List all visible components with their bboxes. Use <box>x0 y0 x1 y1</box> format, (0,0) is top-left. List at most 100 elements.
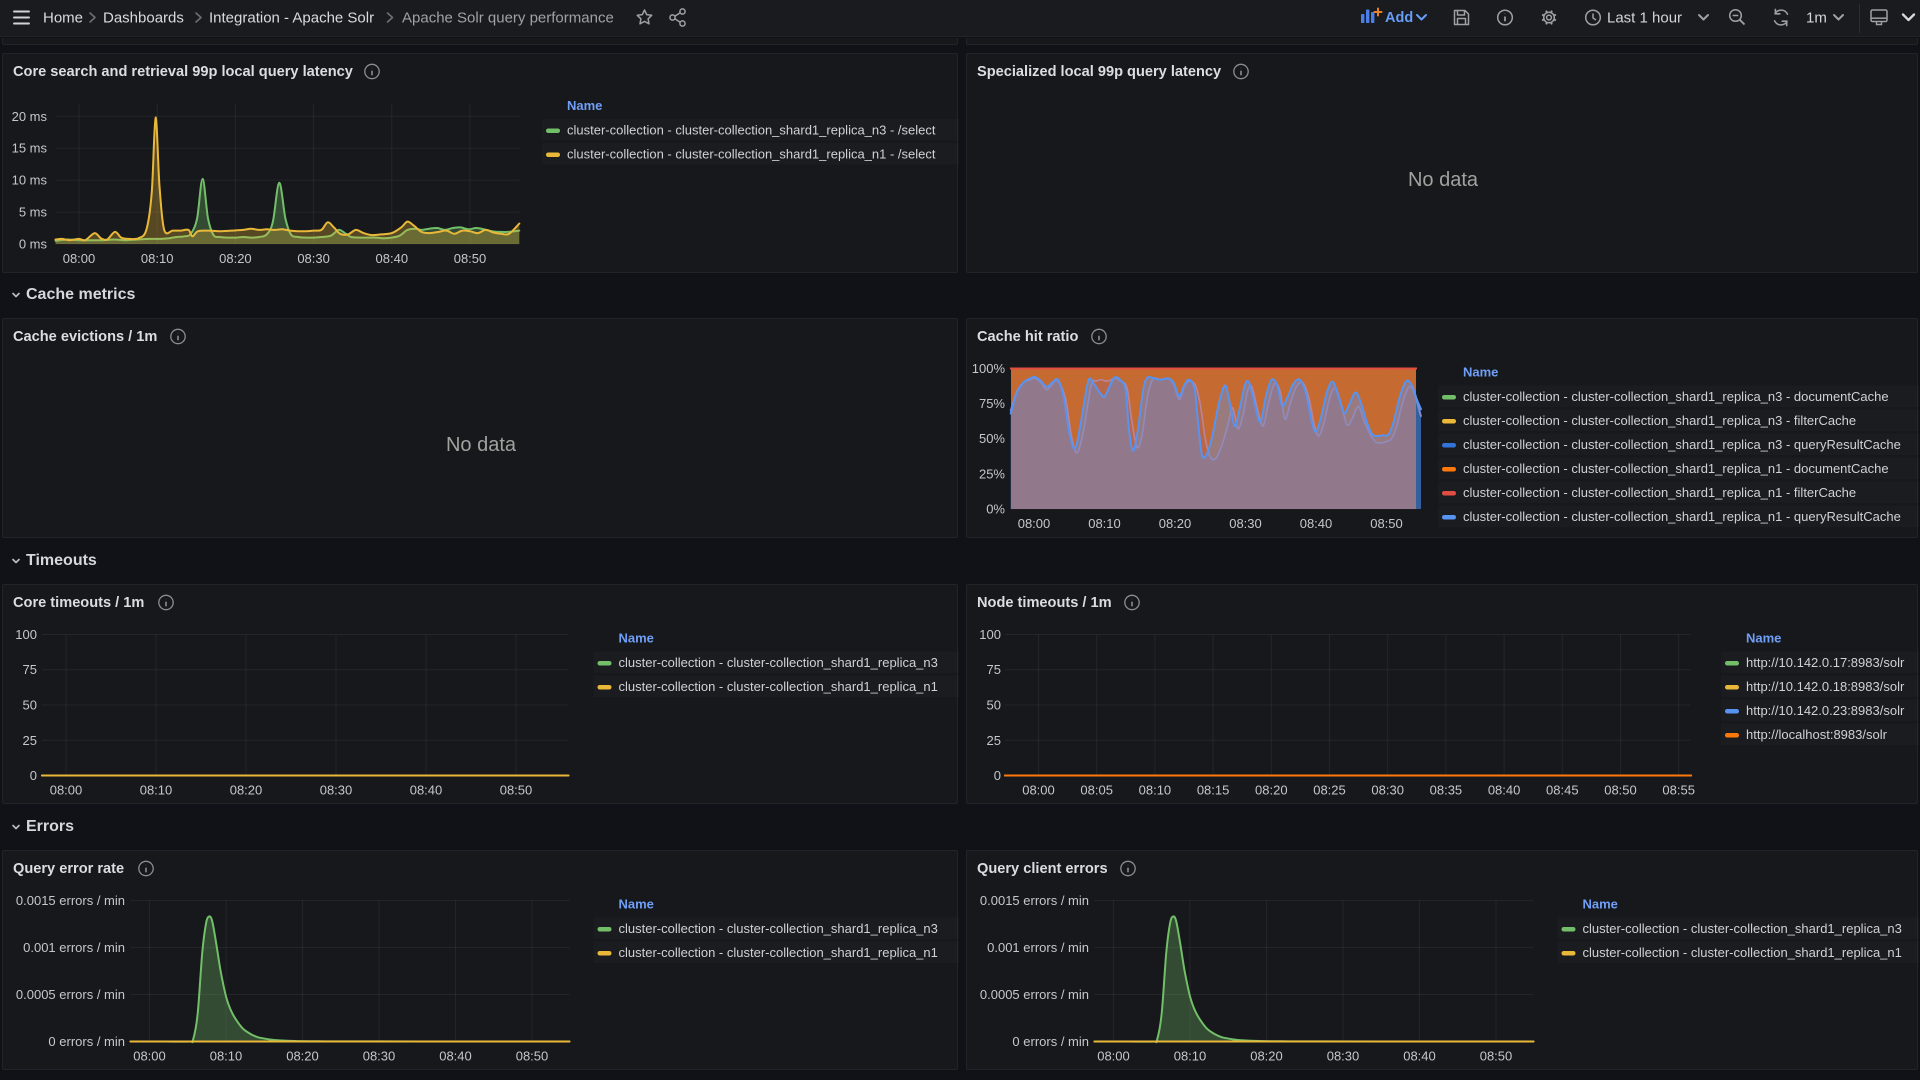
svg-text:100: 100 <box>15 627 37 642</box>
svg-text:Name: Name <box>1746 631 1781 646</box>
svg-text:Query error rate: Query error rate <box>13 861 124 877</box>
svg-text:cluster-collection - cluster-c: cluster-collection - cluster-collection_… <box>567 147 936 162</box>
svg-text:cluster-collection - cluster-c: cluster-collection - cluster-collection_… <box>1583 921 1902 936</box>
svg-text:0: 0 <box>30 768 37 783</box>
svg-text:cluster-collection - cluster-c: cluster-collection - cluster-collection_… <box>567 123 936 138</box>
svg-text:cluster-collection - cluster-c: cluster-collection - cluster-collection_… <box>1463 389 1889 404</box>
svg-text:Core search and retrieval 99p: Core search and retrieval 99p local quer… <box>13 64 354 80</box>
svg-text:08:10: 08:10 <box>140 783 173 798</box>
svg-text:0.001 errors / min: 0.001 errors / min <box>23 940 125 955</box>
svg-text:100%: 100% <box>972 361 1006 376</box>
svg-text:08:30: 08:30 <box>1371 783 1404 798</box>
svg-text:08:55: 08:55 <box>1662 783 1695 798</box>
svg-text:08:10: 08:10 <box>1088 516 1121 531</box>
svg-text:Name: Name <box>619 897 654 912</box>
svg-text:08:50: 08:50 <box>516 1049 549 1064</box>
svg-text:08:20: 08:20 <box>286 1049 319 1064</box>
svg-text:0.0005 errors / min: 0.0005 errors / min <box>980 987 1089 1002</box>
svg-text:Cache evictions / 1m: Cache evictions / 1m <box>13 329 157 345</box>
svg-text:25: 25 <box>987 733 1001 748</box>
svg-text:0: 0 <box>994 768 1001 783</box>
svg-text:08:10: 08:10 <box>210 1049 243 1064</box>
svg-text:Specialized local 99p query la: Specialized local 99p query latency <box>977 64 1222 80</box>
svg-text:10 ms: 10 ms <box>12 173 48 188</box>
svg-text:0.001 errors / min: 0.001 errors / min <box>987 940 1089 955</box>
svg-text:08:30: 08:30 <box>1327 1049 1360 1064</box>
svg-text:08:00: 08:00 <box>1097 1049 1130 1064</box>
svg-text:08:20: 08:20 <box>1159 516 1192 531</box>
svg-text:08:00: 08:00 <box>1022 783 1055 798</box>
svg-text:0 errors / min: 0 errors / min <box>48 1034 125 1049</box>
svg-text:cluster-collection - cluster-c: cluster-collection - cluster-collection_… <box>619 655 938 670</box>
svg-text:08:50: 08:50 <box>500 783 533 798</box>
svg-text:08:10: 08:10 <box>1174 1049 1207 1064</box>
svg-text:0.0015 errors / min: 0.0015 errors / min <box>16 893 125 908</box>
svg-text:5 ms: 5 ms <box>19 205 48 220</box>
svg-text:08:30: 08:30 <box>297 251 330 266</box>
svg-text:08:40: 08:40 <box>410 783 443 798</box>
svg-text:08:30: 08:30 <box>363 1049 396 1064</box>
svg-text:08:50: 08:50 <box>454 251 487 266</box>
svg-text:08:20: 08:20 <box>230 783 263 798</box>
svg-text:08:00: 08:00 <box>1018 516 1051 531</box>
svg-text:50: 50 <box>987 698 1001 713</box>
svg-text:Name: Name <box>567 98 602 113</box>
svg-text:http://10.142.0.23:8983/solr: http://10.142.0.23:8983/solr <box>1746 703 1905 718</box>
svg-text:http://10.142.0.18:8983/solr: http://10.142.0.18:8983/solr <box>1746 679 1905 694</box>
svg-text:0.0005 errors / min: 0.0005 errors / min <box>16 987 125 1002</box>
svg-text:Query client errors: Query client errors <box>977 861 1108 877</box>
svg-text:08:05: 08:05 <box>1080 783 1113 798</box>
svg-text:cluster-collection - cluster-c: cluster-collection - cluster-collection_… <box>1583 945 1902 960</box>
svg-text:08:45: 08:45 <box>1546 783 1579 798</box>
svg-text:http://10.142.0.17:8983/solr: http://10.142.0.17:8983/solr <box>1746 655 1905 670</box>
svg-text:08:20: 08:20 <box>1255 783 1288 798</box>
svg-text:50%: 50% <box>979 431 1005 446</box>
svg-text:08:00: 08:00 <box>50 783 83 798</box>
svg-text:08:10: 08:10 <box>141 251 174 266</box>
svg-text:08:00: 08:00 <box>133 1049 166 1064</box>
svg-text:08:35: 08:35 <box>1430 783 1463 798</box>
svg-text:75%: 75% <box>979 396 1005 411</box>
svg-text:Node timeouts / 1m: Node timeouts / 1m <box>977 595 1112 611</box>
svg-text:08:30: 08:30 <box>320 783 353 798</box>
svg-text:08:50: 08:50 <box>1370 516 1403 531</box>
svg-text:cluster-collection - cluster-c: cluster-collection - cluster-collection_… <box>619 921 938 936</box>
svg-text:08:30: 08:30 <box>1229 516 1262 531</box>
svg-text:15 ms: 15 ms <box>12 141 48 156</box>
svg-text:75: 75 <box>23 662 37 677</box>
svg-text:100: 100 <box>979 627 1001 642</box>
svg-text:25: 25 <box>23 733 37 748</box>
svg-text:20 ms: 20 ms <box>12 109 48 124</box>
svg-text:cluster-collection - cluster-c: cluster-collection - cluster-collection_… <box>1463 413 1856 428</box>
svg-text:08:20: 08:20 <box>1250 1049 1283 1064</box>
svg-text:cluster-collection - cluster-c: cluster-collection - cluster-collection_… <box>1463 509 1901 524</box>
svg-text:08:15: 08:15 <box>1197 783 1230 798</box>
svg-text:08:40: 08:40 <box>439 1049 472 1064</box>
svg-text:25%: 25% <box>979 466 1005 481</box>
svg-text:Core timeouts / 1m: Core timeouts / 1m <box>13 595 144 611</box>
svg-text:0.0015 errors / min: 0.0015 errors / min <box>980 893 1089 908</box>
svg-text:No data: No data <box>1408 169 1479 191</box>
svg-text:0 errors / min: 0 errors / min <box>1012 1034 1089 1049</box>
svg-text:08:20: 08:20 <box>219 251 252 266</box>
svg-text:cluster-collection - cluster-c: cluster-collection - cluster-collection_… <box>619 945 938 960</box>
svg-text:08:10: 08:10 <box>1139 783 1172 798</box>
svg-text:No data: No data <box>446 434 517 456</box>
svg-text:08:40: 08:40 <box>1300 516 1333 531</box>
svg-text:Name: Name <box>1583 897 1618 912</box>
svg-text:Name: Name <box>1463 365 1498 380</box>
svg-text:0%: 0% <box>986 502 1005 517</box>
svg-text:08:40: 08:40 <box>376 251 409 266</box>
svg-text:Cache hit ratio: Cache hit ratio <box>977 329 1078 345</box>
svg-text:08:25: 08:25 <box>1313 783 1346 798</box>
svg-text:08:50: 08:50 <box>1604 783 1637 798</box>
svg-text:75: 75 <box>987 662 1001 677</box>
svg-text:cluster-collection - cluster-c: cluster-collection - cluster-collection_… <box>1463 485 1856 500</box>
svg-text:cluster-collection - cluster-c: cluster-collection - cluster-collection_… <box>619 679 938 694</box>
svg-text:http://localhost:8983/solr: http://localhost:8983/solr <box>1746 727 1888 742</box>
svg-text:08:50: 08:50 <box>1480 1049 1513 1064</box>
svg-text:08:00: 08:00 <box>63 251 96 266</box>
svg-text:Name: Name <box>619 631 654 646</box>
svg-text:cluster-collection - cluster-c: cluster-collection - cluster-collection_… <box>1463 461 1889 476</box>
svg-text:08:40: 08:40 <box>1488 783 1521 798</box>
